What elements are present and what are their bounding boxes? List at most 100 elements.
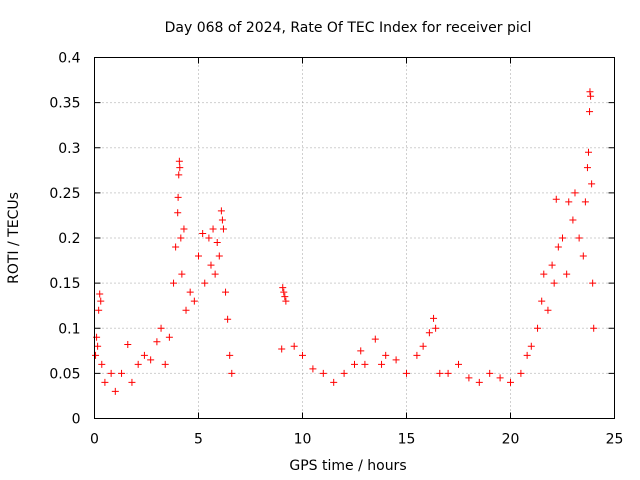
data-point	[182, 306, 190, 314]
y-tick-label: 0.3	[58, 141, 80, 157]
data-point	[170, 279, 178, 287]
data-point	[571, 189, 579, 197]
data-point	[209, 225, 217, 233]
data-point	[161, 360, 169, 368]
data-point	[98, 360, 106, 368]
data-point	[436, 369, 444, 377]
y-tick-label: 0.4	[58, 51, 80, 67]
data-point	[552, 195, 560, 203]
data-point	[371, 335, 379, 343]
data-point	[95, 306, 103, 314]
data-point	[140, 351, 148, 359]
data-point	[527, 342, 535, 350]
data-point	[507, 378, 514, 386]
data-point	[382, 351, 390, 359]
data-point	[586, 108, 594, 116]
data-point	[207, 261, 215, 269]
data-point	[565, 198, 573, 206]
data-point	[180, 225, 188, 233]
data-point	[544, 306, 552, 314]
data-point	[226, 351, 234, 359]
data-point	[107, 369, 115, 377]
y-tick-label: 0	[72, 412, 81, 428]
x-tick-label: 0	[90, 432, 99, 448]
data-point	[425, 329, 433, 337]
data-point	[444, 369, 452, 377]
data-point	[517, 369, 525, 377]
data-point	[496, 374, 504, 382]
x-axis-label: GPS time / hours	[289, 458, 406, 474]
data-point	[486, 369, 494, 377]
data-point	[175, 157, 183, 165]
data-point	[281, 293, 289, 301]
data-points	[92, 88, 598, 395]
data-point	[419, 342, 427, 350]
data-point	[589, 279, 597, 287]
data-point	[361, 360, 369, 368]
data-point	[195, 252, 202, 260]
data-point	[215, 252, 223, 260]
data-point	[278, 345, 286, 353]
grid	[94, 57, 615, 419]
data-point	[465, 374, 473, 382]
data-point	[403, 369, 410, 377]
y-tick-label: 0.1	[58, 321, 80, 337]
data-point	[165, 333, 173, 341]
data-point	[222, 288, 230, 296]
data-point	[538, 297, 546, 305]
data-point	[330, 378, 338, 386]
data-point	[340, 369, 348, 377]
data-point	[587, 92, 595, 100]
data-point	[590, 324, 598, 332]
data-point	[534, 324, 542, 332]
data-point	[174, 209, 182, 217]
data-point	[550, 279, 558, 287]
data-point	[199, 229, 207, 237]
data-point	[134, 360, 142, 368]
data-point	[178, 270, 186, 278]
data-point	[282, 297, 290, 305]
data-point	[575, 234, 583, 242]
data-point	[101, 378, 109, 386]
y-axis-ticks: 0 0.05 0.1 0.15 0.2 0.25 0.3 0.35 0.4	[49, 51, 615, 428]
data-point	[392, 356, 400, 364]
y-tick-label: 0.05	[49, 366, 80, 382]
data-point	[319, 369, 327, 377]
data-point	[219, 225, 227, 233]
data-point	[290, 342, 298, 350]
data-point	[523, 351, 531, 359]
data-point	[586, 88, 594, 96]
data-point	[211, 270, 219, 278]
data-point	[217, 207, 225, 215]
data-point	[153, 338, 161, 346]
data-point	[378, 360, 386, 368]
data-point	[118, 369, 126, 377]
data-point	[176, 164, 184, 172]
data-point	[588, 180, 596, 188]
data-point	[554, 243, 562, 251]
data-point	[124, 340, 132, 348]
data-point	[224, 315, 232, 323]
data-point	[111, 387, 119, 395]
data-point	[569, 216, 577, 224]
data-point	[186, 288, 194, 296]
data-point	[279, 284, 287, 292]
data-point	[174, 193, 182, 201]
data-point	[94, 342, 102, 350]
data-point	[579, 252, 587, 260]
x-tick-label: 15	[398, 432, 416, 448]
chart-title: Day 068 of 2024, Rate Of TEC Index for r…	[165, 20, 532, 36]
data-point	[280, 288, 288, 296]
data-point	[585, 148, 592, 156]
data-point	[190, 297, 198, 305]
data-point	[96, 290, 104, 298]
data-point	[309, 365, 317, 373]
data-point	[563, 270, 571, 278]
data-point	[455, 360, 462, 368]
y-tick-label: 0.2	[58, 231, 80, 247]
data-point	[128, 378, 136, 386]
data-point	[177, 234, 185, 242]
x-axis-ticks: 0 5 10 15 20 25	[90, 57, 623, 448]
data-point	[218, 216, 226, 224]
